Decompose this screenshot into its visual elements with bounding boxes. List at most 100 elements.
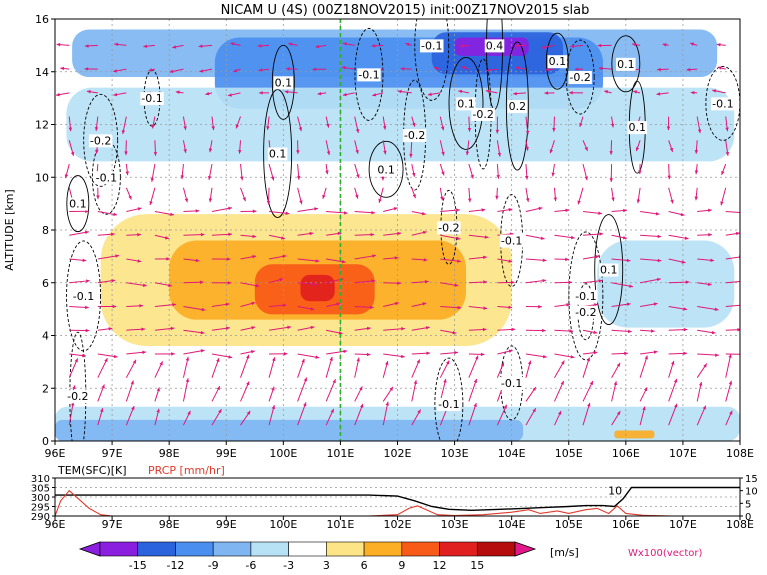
wind-vector-head [458, 89, 463, 94]
wind-vector-head [542, 354, 547, 359]
wind-vector-head [525, 175, 529, 180]
wind-vector-head [397, 231, 402, 236]
colorbar-tick-label: -3 [283, 559, 294, 572]
wind-vector-head [315, 355, 320, 359]
wind-vector-head [394, 256, 399, 260]
wind-vector-head [389, 386, 393, 391]
contour-label-background [273, 76, 294, 90]
wind-vector-head [385, 361, 389, 366]
wind-vector [326, 211, 348, 214]
chart-title: NICAM U (4S) (00Z18NOV2015) init:00Z17NO… [221, 3, 590, 18]
contour-label-background [598, 263, 619, 277]
wind-vector-head [332, 379, 336, 384]
wind-vector-head [725, 127, 729, 132]
wind-vector-head [440, 126, 445, 131]
surface-x-tick-label: 106E [612, 518, 640, 531]
wind-vector-head [710, 258, 715, 262]
colorbar-tick-label: -9 [208, 559, 219, 572]
wind-vector-head [486, 68, 491, 72]
wind-vector-head [371, 44, 376, 48]
wind-vector-head [132, 359, 136, 364]
wind-vector-head [629, 284, 634, 288]
wind-vector-head [252, 209, 257, 214]
contour-line [368, 140, 404, 198]
wind-vector-head [266, 126, 270, 130]
surface-x-tick-label: 97E [102, 518, 123, 531]
surface-x-tick-label: 102E [384, 518, 412, 531]
wind-vector-head [216, 358, 220, 363]
y-tick-label: 16 [35, 13, 49, 26]
wind-vector-head [542, 258, 547, 262]
wind-vector-head [251, 301, 256, 306]
wind-vector [240, 354, 250, 378]
wind-vector-head [417, 409, 421, 414]
wind-vector-head [715, 353, 719, 357]
wind-vector-head [184, 198, 189, 203]
wind-vector [297, 402, 307, 426]
wind-vector-head [628, 329, 632, 334]
wind-vector-head [313, 282, 318, 287]
x-tick-label: 96E [45, 447, 66, 460]
wind-vector-head [378, 198, 382, 203]
colorbar: -15 -12 -9 -6 -3 3 6 9 12 15 [78, 541, 537, 572]
contour-label-background [574, 289, 598, 303]
contour-label-background [574, 305, 598, 319]
wind-vector-head [397, 281, 401, 285]
wind-vector-head [172, 302, 176, 307]
wind-vector-head [86, 279, 90, 283]
wind-vector [68, 401, 74, 426]
y-axis-label: ALTITUDE [km] [3, 189, 16, 270]
wind-vector-head [674, 403, 678, 408]
contour-line [354, 27, 384, 121]
wind-vector-head [636, 199, 641, 204]
wind-vector [697, 353, 719, 356]
wind-vector-head [673, 378, 678, 383]
wind-vector-head [359, 386, 363, 391]
wind-vector-head [545, 67, 549, 72]
wind-vector-head [508, 305, 513, 310]
wind-vector-head [148, 68, 153, 72]
contour-line [263, 89, 293, 218]
wind-vector-head [200, 232, 205, 237]
wind-vector-head [282, 303, 287, 308]
wind-vector-head [150, 177, 155, 182]
wind-vector-head [381, 176, 385, 181]
wind-vector-head [467, 127, 472, 132]
contour-label: -0.1 [501, 235, 522, 248]
contour-line [448, 56, 484, 150]
x-tick-label: 103E [441, 447, 469, 460]
surface-grid [55, 487, 740, 507]
wind-vector-head [285, 211, 290, 216]
colorbar-swatch [99, 541, 139, 557]
wind-vector-head [156, 387, 160, 392]
wind-vector-head [141, 327, 146, 331]
wind-vector-head [712, 89, 717, 93]
precipitation-label: PRCP [mm/hr] [148, 464, 225, 477]
surface-x-axis: 96E 97E 98E 99E 100E 101E 102E 103E 104E 105E 106E… [45, 516, 754, 531]
wind-vector-head [322, 194, 326, 199]
wind-vector-head [481, 208, 486, 212]
wind-vector [554, 380, 565, 402]
contour-line [611, 35, 641, 93]
wind-vector-head [500, 362, 504, 367]
contour-label-background [507, 100, 528, 114]
contour-line [545, 32, 569, 90]
wind-vector-head [372, 93, 377, 97]
wind-vector-head [185, 356, 190, 361]
wind-vector-head [655, 212, 660, 216]
wind-vector-head [593, 330, 598, 334]
wind-vector-head [737, 328, 740, 332]
surface-x-tick-label: 104E [498, 518, 526, 531]
surface-x-tick-label: 105E [555, 518, 583, 531]
wind-vector-head [412, 194, 416, 199]
wind-vector [240, 381, 250, 402]
wind-vector-head [208, 148, 213, 153]
y-tick-label: 2 [42, 382, 49, 395]
temperature-tick-label: 295 [31, 503, 50, 514]
wind-vector-head [684, 236, 689, 240]
wind-vector-head [742, 303, 746, 306]
wind-vector-head [121, 130, 126, 134]
wind-vector-head [708, 208, 712, 213]
wind-vector-head [200, 330, 205, 335]
